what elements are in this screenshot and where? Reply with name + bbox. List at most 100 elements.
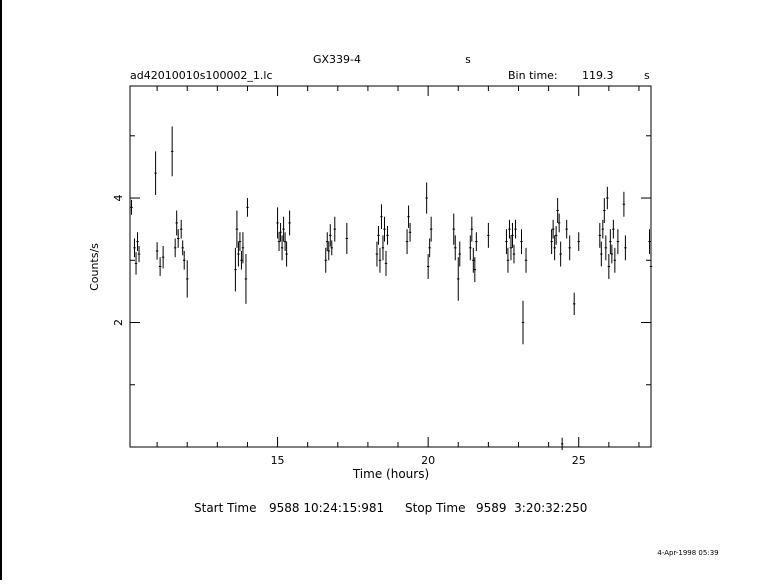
x-tick-label: 15 — [271, 454, 285, 467]
data-point — [378, 247, 382, 273]
data-point — [610, 244, 614, 264]
data-point — [457, 257, 460, 301]
data-point — [333, 216, 336, 242]
start-time-value: 9588 10:24:15:981 — [269, 501, 384, 515]
data-point — [244, 254, 248, 304]
data-point — [604, 235, 608, 261]
data-point — [277, 232, 281, 251]
data-point — [454, 235, 457, 261]
data-point — [283, 232, 287, 251]
data-point — [288, 210, 291, 236]
data-point — [154, 151, 157, 195]
object-name: GX339-4 — [313, 53, 361, 66]
data-point — [550, 229, 553, 255]
plot-frame — [129, 85, 652, 448]
data-point — [345, 222, 349, 255]
data-point — [377, 226, 380, 245]
data-point — [279, 222, 282, 242]
y-tick-label: 4 — [112, 195, 125, 202]
bin-time-unit: s — [644, 69, 650, 82]
x-tick-label: 25 — [572, 454, 586, 467]
data-point — [181, 240, 184, 256]
data-point — [407, 205, 410, 228]
data-point — [607, 254, 611, 279]
data-point — [173, 238, 177, 258]
data-point — [426, 254, 430, 279]
data-point — [600, 241, 603, 267]
data-point — [509, 235, 513, 261]
data-point — [511, 222, 514, 248]
data-point — [234, 247, 237, 292]
data-point — [622, 191, 626, 217]
data-point — [514, 219, 517, 239]
data-point — [276, 207, 279, 239]
data-point — [179, 219, 183, 239]
data-points — [130, 126, 653, 451]
data-point — [186, 260, 189, 298]
data-point — [508, 219, 511, 239]
data-point — [551, 219, 555, 239]
data-point — [554, 226, 558, 245]
data-point — [487, 222, 490, 248]
data-point — [237, 241, 240, 267]
data-point — [559, 241, 562, 267]
data-point — [649, 257, 653, 276]
data-point — [560, 437, 564, 451]
data-point — [161, 245, 165, 269]
data-point — [326, 232, 329, 251]
data-point — [603, 198, 606, 223]
data-point — [648, 229, 651, 255]
start-time-label: Start Time — [194, 501, 257, 515]
data-point — [384, 250, 388, 276]
data-point — [329, 224, 332, 247]
data-point — [158, 257, 162, 276]
data-point — [170, 126, 174, 177]
data-point — [381, 235, 385, 261]
data-point — [238, 232, 242, 251]
data-point — [553, 235, 556, 261]
data-point — [598, 222, 602, 248]
data-point — [556, 198, 559, 223]
data-point — [505, 229, 508, 255]
data-point — [565, 219, 568, 239]
data-point — [282, 216, 285, 242]
data-point — [512, 244, 516, 264]
data-point — [577, 232, 580, 251]
data-point — [568, 235, 571, 261]
data-point — [624, 235, 627, 261]
data-point — [133, 238, 136, 258]
data-point — [137, 245, 141, 263]
data-point — [472, 247, 475, 273]
data-point — [375, 241, 379, 267]
bin-time-label: Bin time: — [508, 69, 558, 82]
data-point — [405, 229, 409, 255]
data-point — [573, 292, 576, 316]
data-point — [175, 210, 178, 236]
data-point — [235, 210, 239, 248]
data-point — [327, 241, 330, 261]
data-point — [506, 247, 510, 273]
stop-time-label: Stop Time — [405, 501, 465, 515]
data-point — [428, 238, 431, 258]
data-point — [473, 257, 477, 283]
axis-ticks: 15 20 25 2 4 — [112, 86, 651, 467]
data-point — [408, 222, 412, 242]
data-point — [324, 247, 327, 273]
data-point — [524, 247, 528, 273]
data-point — [520, 229, 523, 255]
x-tick-label: 20 — [421, 454, 435, 467]
stop-time-value: 9589 3:20:32:250 — [476, 501, 587, 515]
data-point — [613, 247, 617, 273]
data-point — [601, 219, 605, 239]
data-point — [386, 226, 389, 245]
data-point — [458, 241, 461, 267]
data-point — [616, 229, 620, 255]
data-point — [521, 300, 525, 345]
file-name: ad42010010s100002_1.lc — [130, 69, 273, 82]
data-point — [609, 229, 612, 255]
data-point — [176, 229, 180, 248]
object-suffix: s — [465, 53, 471, 66]
data-point — [557, 213, 561, 233]
